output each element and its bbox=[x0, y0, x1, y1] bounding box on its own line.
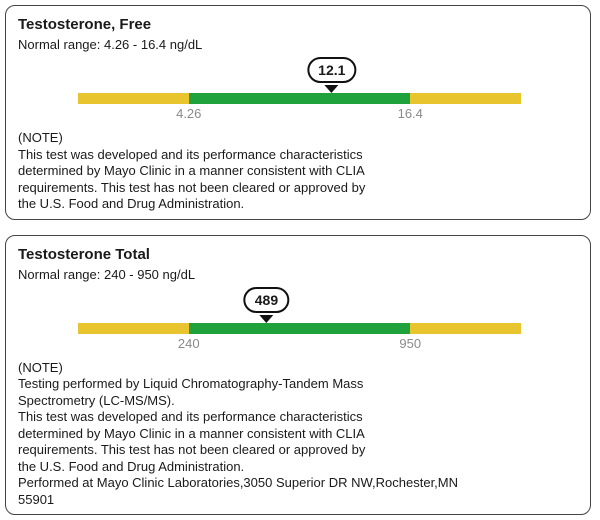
note-line: Testing performed by Liquid Chromatograp… bbox=[18, 376, 364, 391]
marker-pointer-icon bbox=[324, 85, 339, 93]
value-marker: 489 bbox=[243, 286, 290, 323]
value-marker: 12.1 bbox=[307, 57, 357, 93]
gauge-bar bbox=[78, 322, 521, 334]
note-text: (NOTE) This test was developed and its pe… bbox=[18, 130, 578, 213]
lab-result-card: Testosterone Total Normal range: 240 - 9… bbox=[5, 234, 591, 515]
note-line: Spectrometry (LC-MS/MS). bbox=[18, 392, 175, 408]
normal-range-segment bbox=[188, 93, 411, 104]
test-title: Testosterone, Free bbox=[18, 16, 152, 33]
range-min-label: 240 bbox=[177, 335, 200, 351]
range-gauge: 489 240 950 bbox=[78, 286, 521, 352]
above-range-segment bbox=[410, 322, 521, 334]
normal-range-segment bbox=[188, 322, 411, 334]
note-line: determined by Mayo Clinic in a manner co… bbox=[18, 425, 365, 441]
range-gauge: 12.1 4.26 16.4 bbox=[78, 56, 521, 122]
above-range-segment bbox=[410, 93, 521, 104]
gauge-axis-labels: 240 950 bbox=[78, 334, 521, 352]
gauge-axis-labels: 4.26 16.4 bbox=[78, 104, 521, 122]
note-line: determined by Mayo Clinic in a manner co… bbox=[18, 163, 365, 178]
note-text: (NOTE) Testing performed by Liquid Chroma… bbox=[18, 360, 578, 509]
note-line: requirements. This test has not been cle… bbox=[18, 442, 366, 457]
normal-range-text: Normal range: 240 - 950 ng/dL bbox=[18, 266, 196, 282]
lab-result-card: Testosterone, Free Normal range: 4.26 - … bbox=[5, 5, 591, 220]
range-max-label: 950 bbox=[399, 335, 422, 351]
value-bubble: 489 bbox=[243, 286, 290, 313]
value-bubble: 12.1 bbox=[307, 57, 357, 83]
gauge-bar bbox=[78, 93, 521, 104]
marker-pointer-icon bbox=[259, 314, 274, 323]
range-min-label: 4.26 bbox=[176, 106, 202, 121]
note-line: requirements. This test has not been cle… bbox=[18, 179, 366, 195]
test-title: Testosterone Total bbox=[18, 245, 150, 263]
note-line: This test was developed and its performa… bbox=[18, 146, 363, 162]
normal-range-text: Normal range: 4.26 - 16.4 ng/dL bbox=[18, 37, 203, 52]
note-line: (NOTE) bbox=[18, 130, 63, 145]
note-line: the U.S. Food and Drug Administration. bbox=[18, 196, 245, 211]
marker-row: 489 bbox=[78, 286, 521, 323]
note-line: Performed at Mayo Clinic Laboratories,30… bbox=[18, 475, 459, 490]
below-range-segment bbox=[78, 322, 189, 334]
range-max-label: 16.4 bbox=[397, 106, 423, 121]
note-line: the U.S. Food and Drug Administration. bbox=[18, 458, 245, 474]
marker-row: 12.1 bbox=[78, 56, 521, 93]
value-text: 489 bbox=[254, 291, 279, 308]
below-range-segment bbox=[78, 93, 189, 104]
note-line: (NOTE) bbox=[18, 359, 63, 375]
value-text: 12.1 bbox=[318, 62, 346, 78]
note-line: This test was developed and its performa… bbox=[18, 409, 363, 424]
